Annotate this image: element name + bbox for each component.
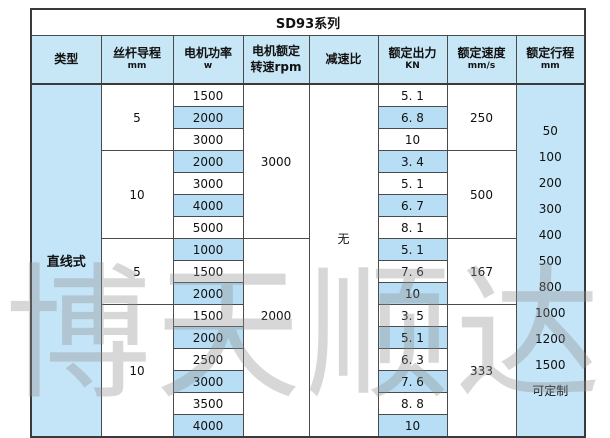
reduction-ratio-cell: 无: [308, 83, 379, 438]
header-rated-rpm-line2: 转速rpm: [250, 59, 302, 74]
output-cell: 6. 3: [377, 348, 448, 371]
table-row: 10 2000 3. 4 500: [31, 150, 585, 239]
power-cell: 3000: [172, 128, 244, 151]
stroke-cell: 50 100 200 300 400 500 800 1000 1200 150…: [515, 83, 586, 438]
stroke-value: 800: [538, 279, 562, 294]
table-row: 5000 8. 1: [31, 216, 585, 239]
lead-cell-group4: 10: [100, 304, 174, 438]
lead-cell-group1: 5: [100, 83, 174, 151]
stroke-value: 200: [538, 175, 562, 190]
header-rated-speed: 额定速度 mm/s: [446, 35, 517, 85]
stroke-value: 400: [538, 227, 562, 242]
output-cell: 6. 8: [377, 106, 448, 129]
output-cell: 10: [377, 128, 448, 151]
output-cell: 10: [377, 282, 448, 305]
speed-cell-group3: 167: [446, 238, 517, 305]
output-cell: 5. 1: [377, 172, 448, 195]
output-cell: 5. 1: [377, 326, 448, 349]
table-row: 直线式 5 1500 3000 无 5. 1 250 50 100 200 30…: [30, 83, 586, 438]
power-cell: 3500: [172, 392, 244, 415]
speed-cell-group2: 500: [446, 150, 517, 239]
spec-table: SD93系列 类型 丝杆导程 mm 电机功率 w 电机额定 转速rpm 减速比 额定出…: [30, 8, 586, 438]
table-row: 2000 6. 8: [31, 106, 585, 129]
rpm-cell-group1: 3000: [242, 83, 310, 239]
stroke-value: 1200: [534, 331, 566, 346]
header-screw-lead-unit: mm: [127, 61, 147, 72]
power-cell: 4000: [172, 414, 244, 438]
header-rated-rpm: 电机额定 转速rpm: [242, 35, 310, 85]
header-rated-output: 额定出力 KN: [377, 35, 448, 85]
power-cell: 2000: [172, 106, 244, 129]
table-row: 3500 8. 8: [31, 392, 585, 415]
header-type-label: 类型: [54, 51, 79, 66]
table-row: 5 1000 2000 5. 1 167: [31, 238, 585, 438]
header-motor-power-unit: w: [203, 61, 213, 72]
output-cell: 8. 8: [377, 392, 448, 415]
power-cell: 2000: [172, 150, 244, 173]
table-row: 2000 5. 1: [31, 326, 585, 349]
output-cell: 8. 1: [377, 216, 448, 239]
power-cell: 2000: [172, 326, 244, 349]
output-cell: 7. 6: [377, 260, 448, 283]
power-cell: 3000: [172, 172, 244, 195]
power-cell: 2000: [172, 282, 244, 305]
power-cell: 1500: [172, 83, 244, 107]
power-cell: 1500: [172, 260, 244, 283]
rpm-cell-group2: 2000: [242, 238, 310, 438]
stroke-value: 1500: [534, 357, 566, 372]
header-rated-speed-unit: mm/s: [467, 61, 496, 72]
output-cell: 10: [377, 414, 448, 438]
power-cell: 1500: [172, 304, 244, 327]
power-cell: 3000: [172, 370, 244, 393]
table-row: 3000 7. 6: [31, 370, 585, 393]
header-type: 类型: [30, 35, 102, 85]
power-cell: 1000: [172, 238, 244, 261]
table-row: 3000 5. 1: [31, 172, 585, 195]
lead-cell-group3: 5: [100, 238, 174, 305]
speed-cell-group4: 333: [446, 304, 517, 438]
output-cell: 5. 1: [377, 238, 448, 261]
stroke-value: 300: [538, 201, 562, 216]
stroke-value: 1000: [534, 305, 566, 320]
table-row: 2500 6. 3: [31, 348, 585, 371]
output-cell: 6. 7: [377, 194, 448, 217]
power-cell: 4000: [172, 194, 244, 217]
output-cell: 7. 6: [377, 370, 448, 393]
header-motor-power: 电机功率 w: [172, 35, 244, 85]
header-rated-output-unit: KN: [405, 61, 420, 72]
speed-cell-group1: 250: [446, 83, 517, 151]
table-row: 2000 10: [31, 282, 585, 305]
table-row: 10 1500 3. 5 333: [31, 304, 585, 438]
header-rated-stroke-unit: mm: [540, 61, 560, 72]
stroke-value: 500: [538, 253, 562, 268]
table-row: 1500 7. 6: [31, 260, 585, 283]
power-cell: 2500: [172, 348, 244, 371]
header-rated-stroke: 额定行程 mm: [515, 35, 586, 85]
output-cell: 3. 5: [377, 304, 448, 327]
type-cell: 直线式: [30, 83, 102, 438]
table-row: 4000 6. 7: [31, 194, 585, 217]
power-cell: 5000: [172, 216, 244, 239]
stroke-value: 可定制: [532, 383, 569, 398]
stroke-value: 50: [542, 123, 558, 138]
stroke-value: 100: [538, 149, 562, 164]
table-title: SD93系列: [30, 8, 586, 36]
output-cell: 3. 4: [377, 150, 448, 173]
header-reduction-ratio: 减速比: [308, 35, 379, 85]
header-screw-lead: 丝杆导程 mm: [100, 35, 174, 85]
output-cell: 5. 1: [377, 83, 448, 107]
lead-cell-group2: 10: [100, 150, 174, 239]
